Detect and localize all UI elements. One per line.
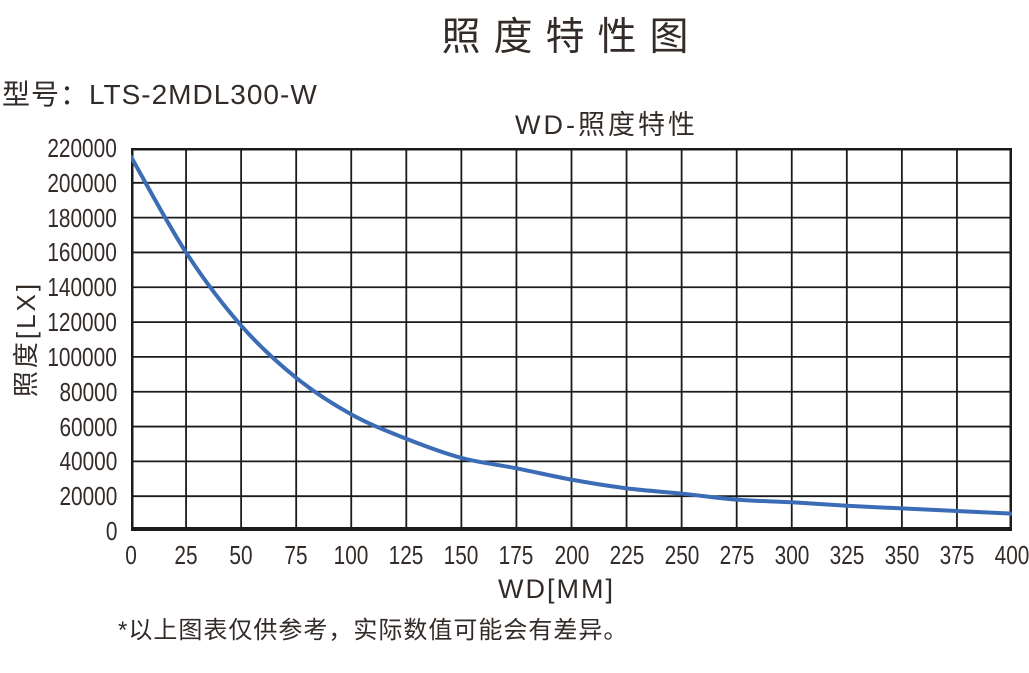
illuminance-curve bbox=[131, 154, 1012, 516]
x-tick-label: 325 bbox=[829, 540, 865, 570]
y-tick-label: 40000 bbox=[59, 446, 117, 477]
y-tick-label: 160000 bbox=[47, 237, 117, 268]
y-axis-ticks: 220000 200000 180000 160000 140000 120000 1000… bbox=[0, 135, 117, 544]
x-tick-label: 150 bbox=[444, 540, 479, 570]
y-tick-label: 180000 bbox=[47, 202, 117, 233]
y-tick-label: 220000 bbox=[47, 133, 117, 163]
y-tick-label: 80000 bbox=[59, 376, 117, 407]
x-tick-label: 50 bbox=[229, 540, 253, 570]
x-tick-label: 350 bbox=[884, 540, 920, 570]
x-tick-label: 25 bbox=[174, 540, 198, 570]
footnote: *以上图表仅供参考，实际数值可能会有差异。 bbox=[118, 617, 629, 644]
x-tick-label: 75 bbox=[284, 540, 308, 570]
x-axis-ticks: 0 25 50 75 100 125 150 175 200 225 250 275 300 325 350… bbox=[125, 540, 1029, 570]
x-tick-label: 175 bbox=[499, 540, 534, 570]
x-tick-label: 375 bbox=[939, 540, 975, 570]
y-tick-label: 60000 bbox=[59, 411, 117, 442]
y-tick-label: 100000 bbox=[47, 341, 117, 372]
x-axis-title: WD[MM] bbox=[498, 574, 615, 604]
model-label: 型号：LTS-2MDL300-W bbox=[2, 79, 318, 110]
y-tick-label: 200000 bbox=[47, 167, 117, 198]
chart-canvas bbox=[131, 148, 1012, 531]
x-tick-label: 225 bbox=[609, 540, 644, 570]
x-tick-label: 0 bbox=[125, 540, 137, 570]
y-tick-label: 140000 bbox=[47, 272, 117, 303]
y-tick-label: 120000 bbox=[47, 307, 117, 338]
x-tick-label: 200 bbox=[554, 540, 589, 570]
y-tick-label: 20000 bbox=[59, 481, 117, 512]
chart-title: WD-照度特性 bbox=[515, 110, 698, 140]
y-tick-label: 0 bbox=[105, 516, 117, 546]
x-tick-label: 250 bbox=[664, 540, 699, 570]
x-tick-label: 400 bbox=[994, 540, 1029, 570]
x-tick-label: 125 bbox=[388, 540, 424, 570]
x-tick-label: 100 bbox=[333, 540, 369, 570]
x-tick-label: 300 bbox=[774, 540, 810, 570]
plot-area bbox=[131, 148, 1012, 531]
x-tick-label: 275 bbox=[719, 540, 755, 570]
page-title: 照度特性图 bbox=[441, 16, 702, 59]
